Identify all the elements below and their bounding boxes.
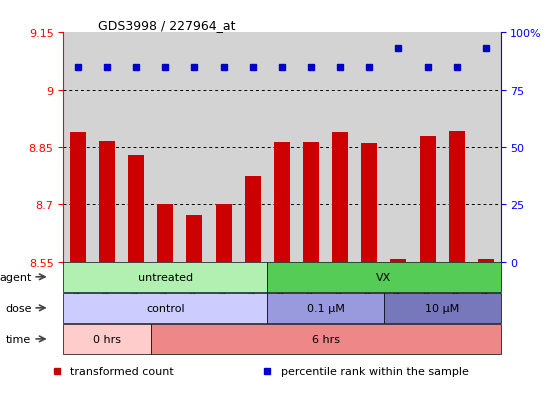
Bar <box>245 176 261 262</box>
Bar <box>216 205 232 262</box>
Text: GDS3998 / 227964_at: GDS3998 / 227964_at <box>98 19 236 32</box>
Text: transformed count: transformed count <box>70 367 174 377</box>
FancyBboxPatch shape <box>151 324 500 354</box>
Bar <box>186 216 202 262</box>
Bar <box>303 143 319 262</box>
FancyBboxPatch shape <box>267 293 384 323</box>
Bar <box>478 260 494 262</box>
Bar <box>128 155 144 262</box>
Text: 10 μM: 10 μM <box>425 303 459 313</box>
Bar <box>390 260 406 262</box>
Text: 6 hrs: 6 hrs <box>312 334 339 344</box>
Bar <box>157 205 173 262</box>
FancyBboxPatch shape <box>384 293 500 323</box>
Text: untreated: untreated <box>138 272 193 282</box>
Text: percentile rank within the sample: percentile rank within the sample <box>281 367 469 377</box>
Text: 0.1 μM: 0.1 μM <box>307 303 344 313</box>
Bar <box>274 143 290 262</box>
Bar <box>420 137 436 262</box>
Bar <box>332 132 348 262</box>
FancyBboxPatch shape <box>63 262 267 292</box>
Bar <box>449 132 465 262</box>
Text: VX: VX <box>376 272 392 282</box>
FancyBboxPatch shape <box>63 293 267 323</box>
FancyBboxPatch shape <box>63 324 151 354</box>
Text: agent: agent <box>0 272 31 282</box>
Bar <box>70 132 86 262</box>
Bar <box>99 142 115 262</box>
Text: time: time <box>6 334 31 344</box>
Text: 0 hrs: 0 hrs <box>93 334 121 344</box>
Text: dose: dose <box>5 303 31 313</box>
FancyBboxPatch shape <box>267 262 500 292</box>
Text: control: control <box>146 303 185 313</box>
Bar <box>361 144 377 262</box>
